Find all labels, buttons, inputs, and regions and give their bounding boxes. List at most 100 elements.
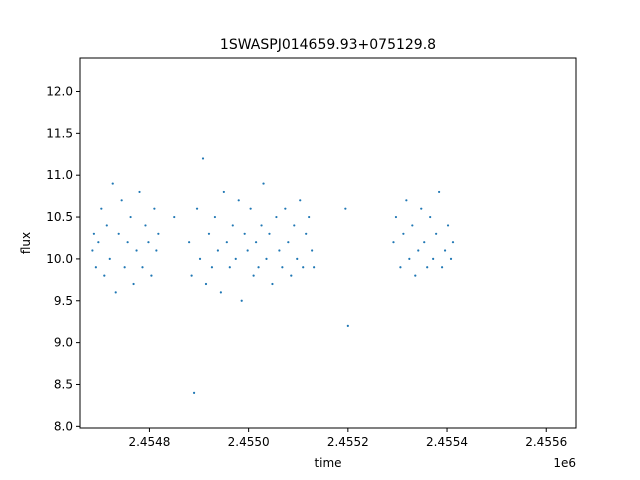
data-point xyxy=(153,207,156,210)
data-point xyxy=(426,266,429,269)
data-point xyxy=(296,257,299,261)
data-point xyxy=(213,215,217,219)
data-point xyxy=(188,241,191,244)
data-point xyxy=(275,215,278,219)
data-point xyxy=(123,266,126,269)
data-point xyxy=(210,266,214,269)
data-point xyxy=(451,241,455,244)
data-point xyxy=(284,207,287,210)
data-point xyxy=(126,241,129,244)
y-axis-title: flux xyxy=(19,232,33,254)
data-point xyxy=(198,257,202,261)
data-point xyxy=(103,274,106,277)
data-point xyxy=(228,266,231,269)
data-point xyxy=(293,224,296,227)
chart-title: 1SWASPJ014659.93+075129.8 xyxy=(220,37,436,53)
data-point xyxy=(97,241,100,244)
data-point xyxy=(147,241,150,244)
x-tick-label: 2.4556 xyxy=(525,435,567,449)
y-tick-label: 11.5 xyxy=(46,126,73,140)
data-point xyxy=(417,249,420,252)
data-point xyxy=(114,291,117,294)
data-point xyxy=(268,232,271,235)
data-point xyxy=(216,249,219,252)
data-points xyxy=(91,157,455,394)
data-point xyxy=(394,215,398,219)
x-axis: 2.4548 2.4550 2.4552 2.4554 2.4556 xyxy=(128,428,567,449)
data-point xyxy=(299,199,302,202)
data-point xyxy=(92,232,95,235)
x-tick-label: 2.4550 xyxy=(228,435,270,449)
data-point xyxy=(446,224,450,227)
data-point xyxy=(265,257,268,261)
y-tick-label: 8.5 xyxy=(54,377,73,391)
x-offset-label: 1e6 xyxy=(553,456,576,470)
data-point xyxy=(190,274,193,277)
data-point xyxy=(257,266,260,269)
data-point xyxy=(237,199,240,202)
y-axis: 8.0 8.5 9.0 9.5 10.0 10.5 11.0 11.5 12.0 xyxy=(46,84,80,433)
data-point xyxy=(260,224,263,227)
data-point xyxy=(192,391,196,394)
data-point xyxy=(449,257,453,261)
y-tick-label: 10.5 xyxy=(46,210,73,224)
x-axis-title: time xyxy=(314,456,341,470)
data-point xyxy=(225,241,228,244)
data-point xyxy=(408,257,411,261)
data-point xyxy=(429,215,432,219)
data-point xyxy=(155,249,158,252)
data-point xyxy=(243,232,246,235)
data-point xyxy=(287,241,290,244)
data-point xyxy=(281,266,284,269)
data-point xyxy=(219,291,222,294)
y-tick-label: 8.0 xyxy=(54,419,73,433)
data-point xyxy=(254,241,258,244)
data-point xyxy=(94,266,97,269)
data-point xyxy=(302,266,305,269)
y-tick-label: 10.0 xyxy=(46,252,73,266)
data-point xyxy=(91,249,94,252)
data-point xyxy=(411,224,414,227)
data-point xyxy=(305,232,308,235)
data-point xyxy=(234,257,237,261)
data-point xyxy=(173,215,176,219)
x-tick-label: 2.4552 xyxy=(327,435,369,449)
data-point xyxy=(405,199,408,202)
data-point xyxy=(157,232,160,235)
data-point xyxy=(443,249,447,252)
x-tick-label: 2.4548 xyxy=(128,435,170,449)
data-point xyxy=(290,274,293,277)
data-point xyxy=(240,299,243,302)
data-point xyxy=(435,232,438,235)
data-point xyxy=(252,274,255,277)
data-point xyxy=(311,249,314,252)
data-point xyxy=(144,224,147,227)
data-point xyxy=(100,207,103,210)
data-point xyxy=(117,232,120,235)
data-point xyxy=(141,266,144,269)
data-point xyxy=(120,199,123,202)
data-point xyxy=(150,274,153,277)
data-point xyxy=(105,224,108,227)
data-point xyxy=(138,190,141,194)
y-tick-label: 9.0 xyxy=(54,336,73,350)
data-point xyxy=(438,190,441,194)
y-tick-label: 11.0 xyxy=(46,168,73,182)
data-point xyxy=(246,249,249,252)
data-point xyxy=(249,207,252,210)
data-point xyxy=(108,257,111,261)
y-tick-label: 9.5 xyxy=(54,294,73,308)
data-point xyxy=(399,266,402,269)
data-point xyxy=(392,241,395,244)
data-point xyxy=(207,232,211,235)
data-point xyxy=(201,157,205,160)
plot-frame xyxy=(79,57,577,429)
data-point xyxy=(423,241,426,244)
data-point xyxy=(278,249,281,252)
data-point xyxy=(440,266,444,269)
data-point xyxy=(414,274,417,277)
data-point xyxy=(346,324,349,327)
data-point xyxy=(222,190,225,194)
data-point xyxy=(111,182,114,185)
